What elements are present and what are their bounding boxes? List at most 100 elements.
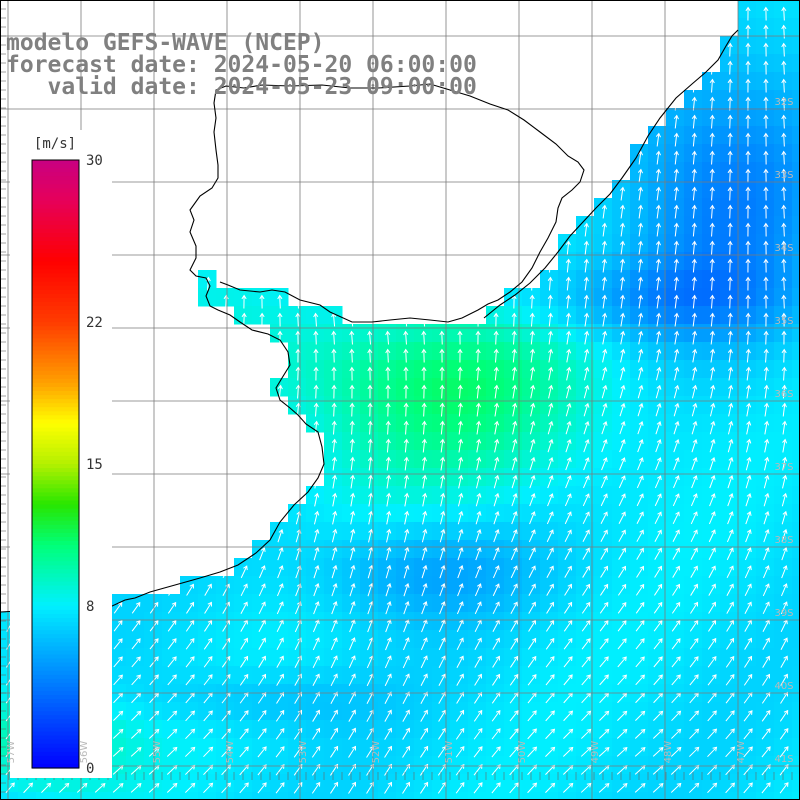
wind-arrow [689,728,700,740]
wind-arrow [763,384,769,399]
wind-cell [648,792,667,800]
wind-arrow [385,546,392,561]
wind-arrow [349,402,355,417]
wind-cell [522,720,541,739]
wind-arrow [725,710,735,722]
wind-arrow [617,601,627,614]
wind-cell [702,576,721,595]
wind-cell [594,486,613,505]
wind-arrow [545,746,556,757]
wind-cell [306,720,325,739]
wind-arrow [636,565,644,578]
wind-arrow [493,510,500,525]
wind-cell [90,792,109,800]
wind-arrow [563,638,573,650]
wind-cell [234,612,253,631]
wind-arrow [563,656,573,668]
wind-arrow [781,402,787,417]
wind-cell [450,504,469,523]
wind-arrow [527,782,538,794]
wind-arrow [672,583,680,596]
wind-cell [198,288,217,307]
wind-cell [558,486,577,505]
wind-cell [666,522,685,541]
wind-cell [558,702,577,721]
wind-arrow [403,402,409,417]
wind-arrow [313,564,320,579]
wind-arrow [781,96,787,111]
wind-arrow [781,348,787,363]
wind-arrow [239,710,249,722]
wind-arrow [511,438,518,453]
wind-arrow [545,710,555,722]
wind-arrow [509,710,519,722]
wind-arrow [763,6,769,21]
wind-arrow [547,330,554,345]
wind-arrow [635,583,645,596]
wind-arrow [511,348,517,363]
wind-cell [792,216,800,235]
wind-cell [126,738,145,757]
wind-arrow [330,745,339,758]
wind-cell [720,774,739,793]
wind-arrow [548,384,554,399]
wind-cell [630,576,649,595]
wind-arrow [709,402,716,417]
wind-arrow [221,728,231,740]
wind-cell [198,702,217,721]
wind-arrow [601,240,607,255]
wind-arrow [331,330,337,345]
wind-arrow [781,420,788,435]
wind-cell [666,792,685,800]
wind-cell [756,612,775,631]
wind-arrow [529,511,536,525]
wind-arrow [727,511,734,525]
wind-cell [792,378,800,397]
wind-arrow [332,492,338,507]
wind-arrow [727,312,733,327]
wind-cell [576,738,595,757]
wind-arrow [349,366,355,381]
wind-cell [270,522,289,541]
wind-cell [144,648,163,667]
wind-arrow [455,727,465,740]
wind-cell [792,540,800,559]
wind-arrow [583,312,590,327]
wind-cell [486,774,505,793]
wind-arrow [690,583,698,596]
wind-arrow [545,656,555,668]
wind-arrow [331,420,337,435]
wind-cell [756,648,775,667]
wind-arrow [619,457,626,471]
wind-arrow [727,168,733,183]
wind-cell [486,702,505,721]
wind-arrow [547,276,553,291]
wind-cell [342,540,361,559]
wind-arrow [565,276,571,291]
wind-cell [576,792,595,800]
wind-arrow [745,384,752,399]
wind-arrow [438,673,446,686]
wind-arrow [763,312,769,327]
wind-cell [414,702,433,721]
wind-arrow [293,745,303,758]
wind-arrow [689,637,699,650]
wind-cell [540,594,559,613]
wind-arrow [384,655,392,669]
wind-arrow [691,402,698,417]
wind-arrow [421,420,427,435]
wind-cell [270,630,289,649]
wind-arrow [241,294,247,309]
wind-cell [792,324,800,343]
wind-arrow [781,583,788,597]
wind-arrow [509,673,519,686]
wind-arrow [313,402,319,417]
wind-arrow [385,438,391,453]
wind-cell [702,666,721,685]
wind-arrow [782,456,788,471]
wind-arrow [276,655,284,668]
wind-arrow [402,655,410,669]
wind-arrow [671,601,681,614]
wind-cell [540,702,559,721]
wind-cell [450,774,469,793]
